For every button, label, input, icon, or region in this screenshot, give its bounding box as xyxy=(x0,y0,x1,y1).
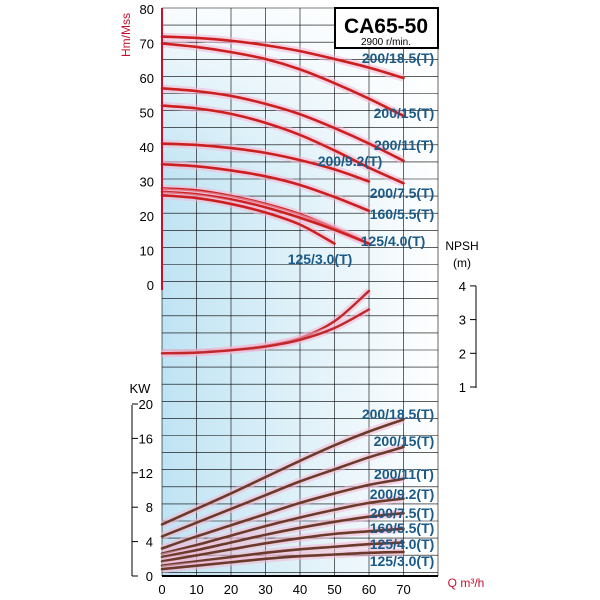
x-tick-label: 10 xyxy=(189,582,203,597)
power-tick-label: 12 xyxy=(139,466,153,481)
chart-title: CA65-50 xyxy=(344,15,428,38)
x-tick-label: 40 xyxy=(293,582,307,597)
power-curve-label: 125/4.0(T) xyxy=(370,536,435,552)
power-curve xyxy=(160,445,405,538)
power-tick-label: 20 xyxy=(139,397,153,412)
power-tick-label: 4 xyxy=(146,535,153,550)
head-curve xyxy=(160,87,405,163)
npsh-tick-label: 4 xyxy=(459,279,466,294)
x-tick-label: 70 xyxy=(396,582,410,597)
npsh-axis-title: NPSH xyxy=(445,239,478,253)
power-curve-label: 200/15(T) xyxy=(374,433,435,449)
power-curve xyxy=(160,497,405,555)
head-tick-label: 0 xyxy=(147,278,154,293)
head-tick-label: 50 xyxy=(140,106,154,121)
power-curve-label: 200/11(T) xyxy=(374,466,434,482)
head-curve xyxy=(160,162,371,213)
x-tick-label: 50 xyxy=(327,582,341,597)
power-curve xyxy=(160,541,405,567)
x-tick-label: 60 xyxy=(362,582,376,597)
power-curve-label: 125/3.0(T) xyxy=(370,553,435,569)
power-curve xyxy=(160,550,405,571)
head-curve xyxy=(160,35,405,80)
npsh-curve xyxy=(160,308,371,355)
npsh-tick-label: 1 xyxy=(459,380,466,395)
power-curve-label: 200/18.5(T) xyxy=(362,406,434,422)
head-tick-label: 40 xyxy=(140,140,154,155)
head-curve xyxy=(160,104,405,185)
head-curve-label: 200/7.5(T) xyxy=(370,185,435,201)
head-tick-label: 10 xyxy=(140,244,154,259)
head-curve-label: 200/15(T) xyxy=(374,105,435,121)
head-curve-label: 200/18.5(T) xyxy=(362,50,434,66)
curve-labels: 200/18.5(T)200/15(T)200/11(T)200/9.2(T)2… xyxy=(288,50,435,569)
npsh-tick-label: 3 xyxy=(459,313,466,328)
power-curve xyxy=(160,527,405,563)
curves xyxy=(160,32,406,573)
head-curve-label: 125/3.0(T) xyxy=(288,251,353,267)
power-curve xyxy=(160,511,405,559)
power-curve xyxy=(160,477,405,550)
power-curve-label: 200/9.2(T) xyxy=(370,486,435,502)
head-tick-label: 60 xyxy=(140,71,154,86)
power-curve-label: 160/5.5(T) xyxy=(370,520,435,536)
title-box xyxy=(334,7,439,49)
power-curve-label: 200/7.5(T) xyxy=(370,505,435,521)
power-tick-label: 0 xyxy=(146,569,153,584)
power-curve xyxy=(160,418,405,526)
x-tick-label: 0 xyxy=(158,582,165,597)
npsh-axis-unit: (m) xyxy=(453,256,471,270)
power-axis-title: KW xyxy=(130,381,152,396)
head-curve xyxy=(160,194,336,245)
head-curve xyxy=(160,142,371,183)
head-tick-label: 20 xyxy=(140,209,154,224)
x-tick-label: 30 xyxy=(258,582,272,597)
head-curve xyxy=(160,42,405,118)
head-curve-label: 200/9.2(T) xyxy=(318,153,383,169)
head-axis-title: Hm/Mss xyxy=(119,13,133,57)
head-tick-label: 80 xyxy=(140,2,154,17)
head-curve-label: 125/4.0(T) xyxy=(361,233,426,249)
speed-label: 2900 r/min. xyxy=(361,37,411,48)
head-curve-label: 200/11(T) xyxy=(374,137,434,153)
flow-axis-title: Q m³/h xyxy=(448,576,485,590)
power-tick-label: 16 xyxy=(139,431,153,446)
head-curve-label: 160/5.5(T) xyxy=(370,206,435,222)
npsh-tick-label: 2 xyxy=(459,346,466,361)
head-tick-label: 70 xyxy=(140,37,154,52)
x-tick-label: 20 xyxy=(224,582,238,597)
power-tick-label: 8 xyxy=(146,500,153,515)
head-tick-label: 30 xyxy=(140,175,154,190)
